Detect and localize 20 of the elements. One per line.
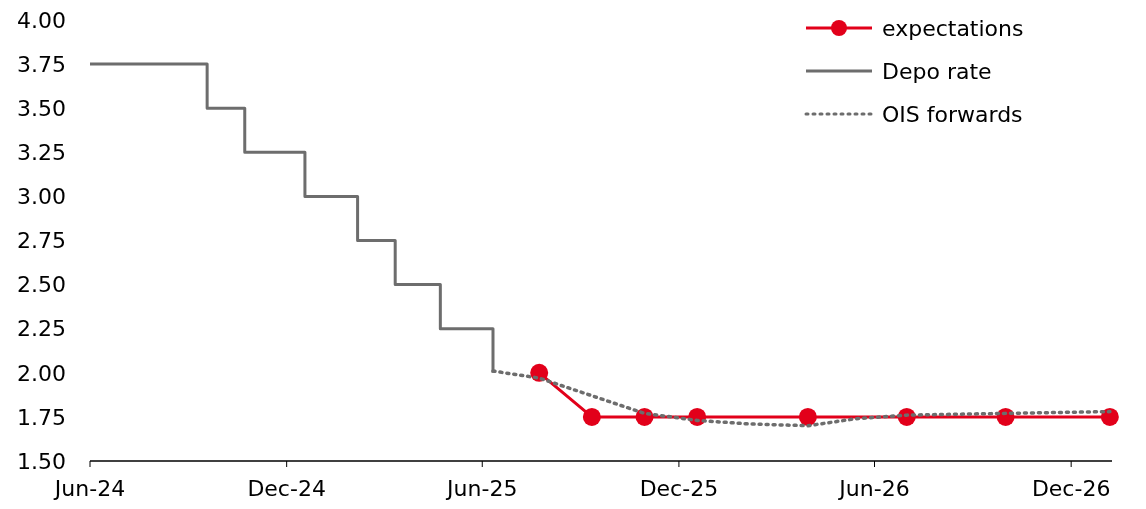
legend-label: OIS forwards (882, 101, 1023, 127)
y-tick-label: 3.75 (17, 51, 66, 77)
x-tick-label: Dec-25 (639, 476, 719, 501)
y-tick-label: 3.25 (17, 140, 66, 165)
y-tick-label: 2.25 (17, 316, 66, 342)
y-tick-label: 3.50 (17, 95, 66, 121)
y-tick-label: 3.00 (17, 184, 66, 210)
x-tick-label: Jun-25 (445, 476, 518, 501)
y-tick-label: 1.75 (17, 404, 66, 430)
y-tick-label: 1.50 (17, 448, 66, 474)
y-tick-label: 2.00 (17, 360, 66, 386)
x-tick-label: Dec-26 (1031, 476, 1111, 501)
x-tick-label: Jun-24 (52, 476, 126, 501)
legend-label: expectations (882, 15, 1024, 41)
legend-label: Depo rate (882, 58, 992, 84)
y-tick-label: 2.75 (17, 228, 66, 254)
x-tick-label: Dec-24 (247, 476, 326, 501)
y-tick-label: 2.50 (17, 272, 66, 298)
y-tick-label: 4.00 (17, 7, 66, 33)
x-tick-label: Jun-26 (837, 476, 910, 501)
